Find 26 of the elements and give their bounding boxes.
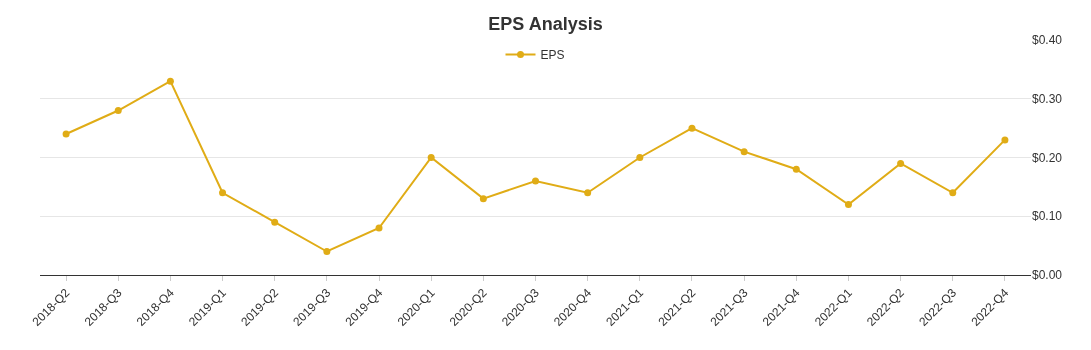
point [166, 77, 174, 85]
point [114, 107, 122, 114]
point [323, 248, 331, 255]
legend-label: EPS [540, 48, 565, 63]
point [532, 177, 539, 185]
point [584, 189, 592, 197]
y-tick-label: $0.10 [1032, 209, 1063, 224]
point [792, 165, 800, 173]
point [688, 124, 696, 132]
point [636, 154, 644, 161]
point [844, 201, 852, 208]
chart-title: EPS Analysis [488, 14, 603, 35]
y-tick-label: $0.30 [1032, 91, 1063, 106]
point [949, 189, 957, 197]
point [479, 195, 487, 203]
y-tick-label: $0.40 [1032, 33, 1063, 48]
point [897, 159, 905, 167]
y-tick-label: $0.00 [1032, 268, 1063, 283]
point [375, 224, 383, 232]
point [1001, 136, 1009, 144]
point [271, 218, 279, 226]
y-tick-label: $0.20 [1032, 150, 1063, 165]
point [219, 189, 227, 197]
point [740, 148, 748, 156]
point [427, 154, 435, 161]
point [62, 130, 70, 138]
